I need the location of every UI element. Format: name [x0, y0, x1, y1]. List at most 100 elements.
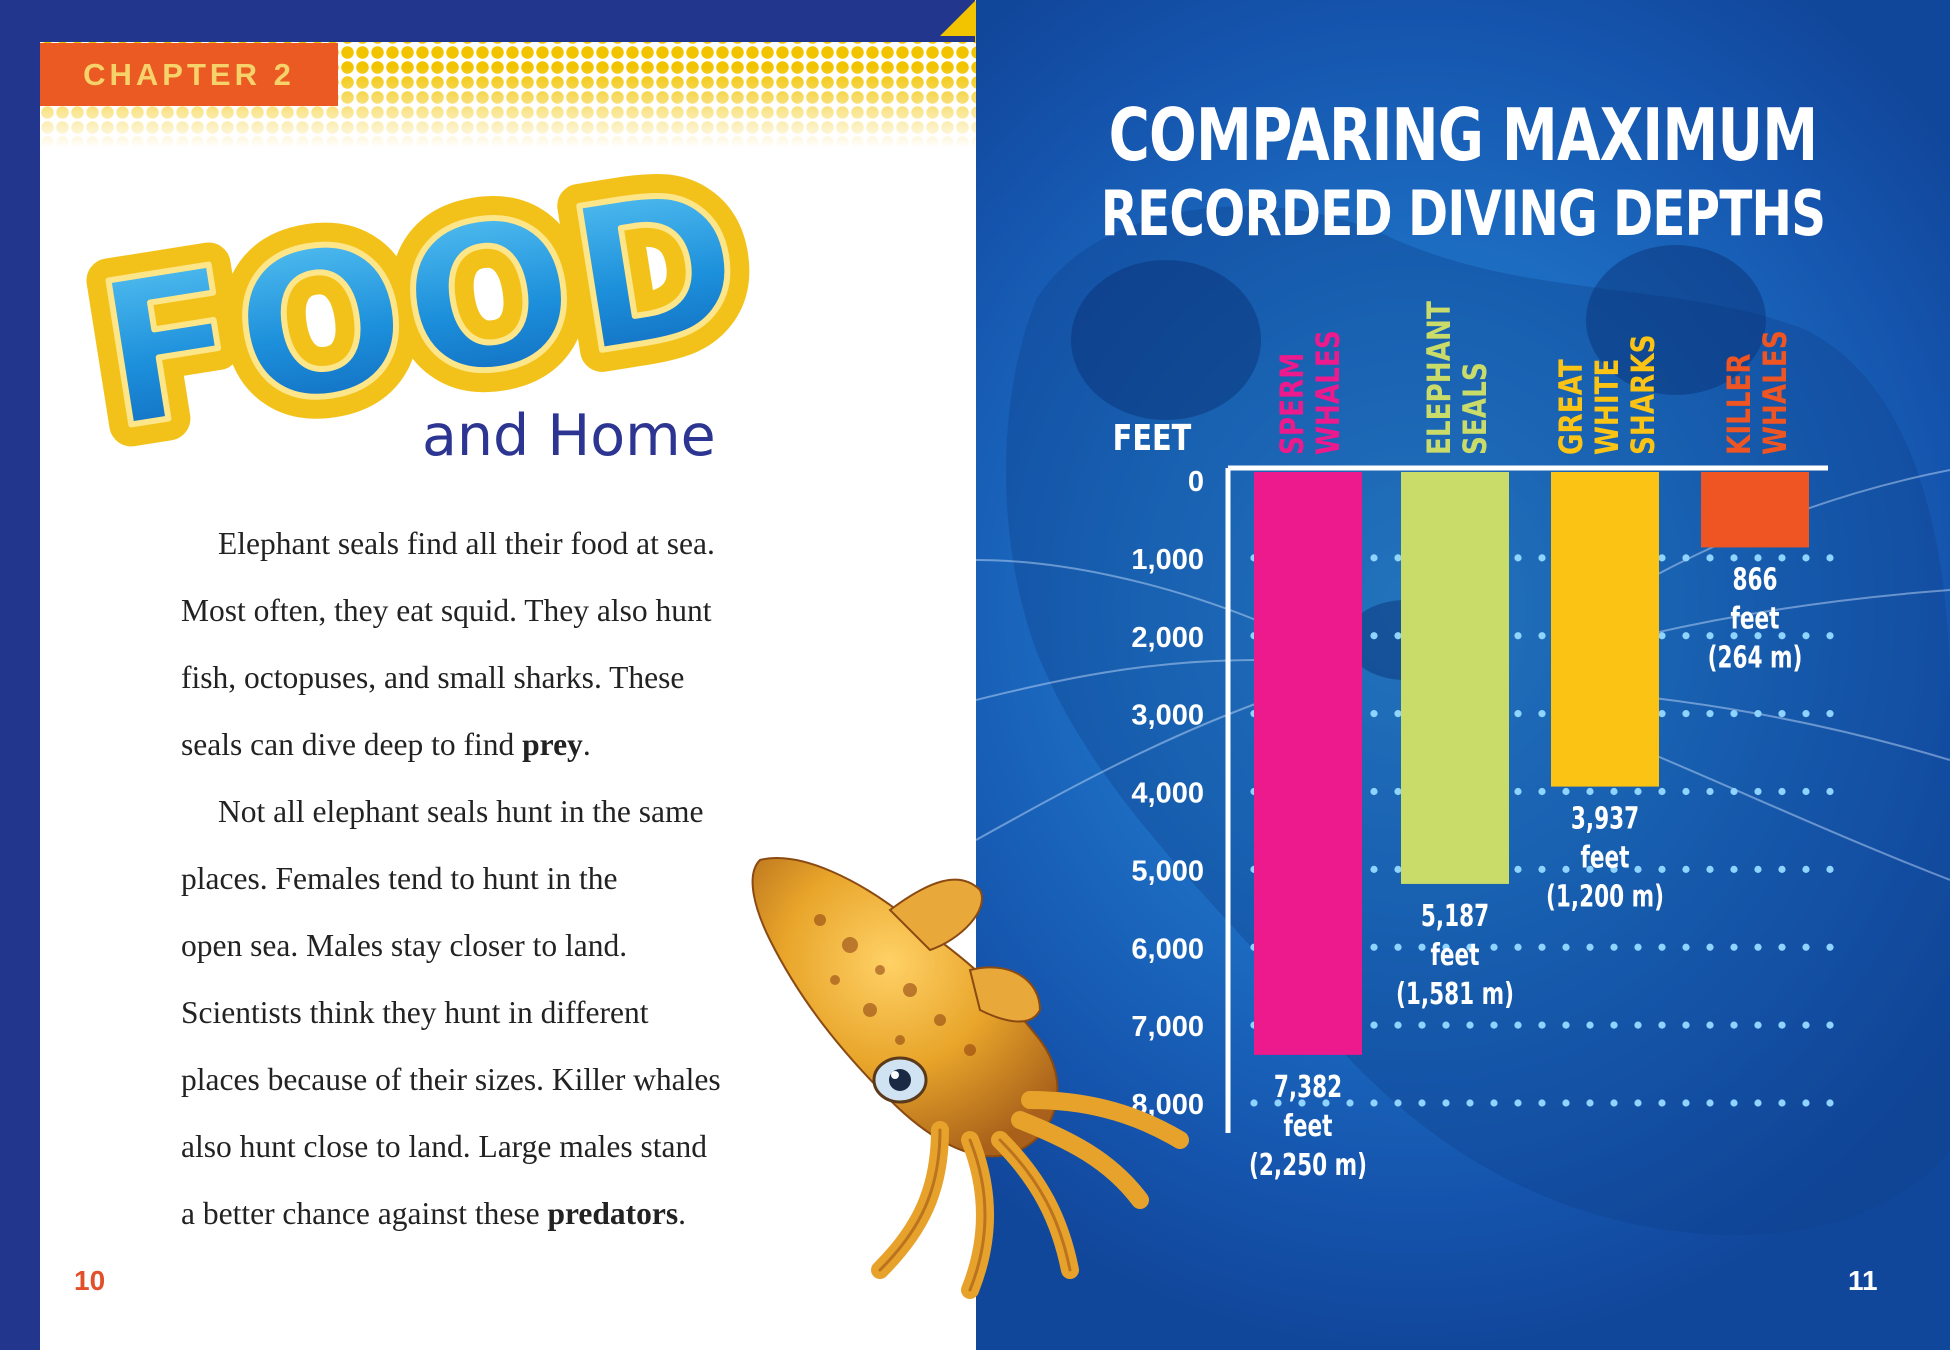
- value-label: 5,187: [1421, 900, 1489, 934]
- grid-dot: [1730, 787, 1738, 796]
- chart-title-line-1: COMPARING MAXIMUM: [1108, 93, 1819, 177]
- grid-dot: [1682, 554, 1690, 562]
- category-label: SHARKS: [1624, 334, 1661, 455]
- grid-dot: [1634, 1021, 1642, 1029]
- grid-dot: [1394, 787, 1402, 796]
- corner-accent: [940, 0, 976, 36]
- text-line: Not all elephant seals hunt in the same: [218, 794, 704, 829]
- grid-dot: [1274, 1099, 1282, 1107]
- y-tick-label: 6,000: [1131, 933, 1204, 965]
- grid-dot: [1562, 787, 1570, 796]
- grid-dot: [1490, 1099, 1498, 1107]
- page-number-left: 10: [74, 1265, 106, 1296]
- value-label: (2,250 m): [1249, 1148, 1367, 1182]
- category-label: WHALES: [1756, 330, 1793, 455]
- category-label: WHALES: [1309, 330, 1346, 455]
- text-line: also hunt close to land. Large males sta…: [181, 1129, 708, 1164]
- text-line: fish, octopuses, and small sharks. These: [181, 660, 685, 695]
- text-run: a better chance against these: [181, 1196, 548, 1231]
- grid-dot: [1706, 632, 1714, 640]
- grid-dot: [1394, 943, 1402, 951]
- grid-dot: [1394, 1021, 1402, 1029]
- grid-dot: [1730, 632, 1738, 640]
- grid-dot: [1706, 1099, 1714, 1107]
- grid-dot: [1610, 1099, 1618, 1107]
- grid-dot: [1514, 865, 1522, 873]
- grid-dot: [1730, 865, 1738, 873]
- grid-dot: [1562, 1021, 1570, 1029]
- grid-dot: [1442, 1021, 1450, 1029]
- value-label: 7,382: [1274, 1070, 1342, 1104]
- grid-dot: [1682, 943, 1690, 951]
- chart-title-line-2: RECORDED DIVING DEPTHS: [1100, 177, 1826, 250]
- squid-svg: [751, 857, 1189, 1299]
- value-label: 866: [1732, 563, 1777, 597]
- grid-dot: [1826, 632, 1834, 640]
- grid-dot: [1658, 943, 1666, 951]
- text-run: seals can dive deep to find: [181, 727, 523, 762]
- grid-dot: [1682, 787, 1690, 796]
- grid-dot: [1466, 1099, 1474, 1107]
- grid-dot: [1514, 943, 1522, 951]
- grid-dot: [1586, 787, 1594, 796]
- grid-dot: [1706, 710, 1714, 718]
- grid-dot: [1778, 787, 1786, 796]
- grid-dot: [1778, 1099, 1786, 1107]
- grid-dot: [1418, 1099, 1426, 1107]
- grid-dot: [1754, 710, 1762, 718]
- grid-dot: [1490, 1021, 1498, 1029]
- grid-dot: [1682, 1021, 1690, 1029]
- grid-dot: [1634, 865, 1642, 873]
- grid-dot: [1730, 710, 1738, 718]
- grid-dot: [1538, 1099, 1546, 1107]
- paragraph-2: Not all elephant seals hunt in the same …: [181, 778, 841, 1247]
- bar-0: [1254, 472, 1362, 1055]
- grid-dot: [1802, 865, 1810, 873]
- food-headline-svg: FOOD FOOD: [62, 122, 777, 497]
- grid-dot: [1538, 787, 1546, 796]
- grid-dot: [1466, 943, 1474, 951]
- text-line: a better chance against these predators.: [181, 1180, 841, 1247]
- grid-dot: [1466, 1021, 1474, 1029]
- grid-dot: [1514, 1021, 1522, 1029]
- grid-dot: [1346, 1099, 1354, 1107]
- text-line: seals can dive deep to find prey.: [181, 711, 841, 778]
- value-label: (1,200 m): [1546, 880, 1664, 914]
- grid-dot: [1778, 1021, 1786, 1029]
- grid-dot: [1610, 1021, 1618, 1029]
- grid-dot: [1778, 943, 1786, 951]
- y-tick-label: 0: [1188, 466, 1204, 498]
- grid-dot: [1442, 1099, 1450, 1107]
- value-label: (264 m): [1708, 641, 1803, 675]
- food-headline-art: FOOD FOOD: [62, 122, 777, 497]
- grid-dot: [1610, 787, 1618, 796]
- grid-dot: [1514, 710, 1522, 718]
- grid-dot: [1754, 943, 1762, 951]
- grid-dot: [1826, 943, 1834, 951]
- grid-dot: [1754, 632, 1762, 640]
- left-page: CHAPTER 2 FOOD FOOD and Home Elephant se…: [40, 0, 976, 1350]
- bar-2: [1551, 472, 1659, 787]
- white-page-panel: [40, 42, 976, 1350]
- grid-dot: [1370, 1021, 1378, 1029]
- value-label: feet: [1284, 1109, 1333, 1143]
- grid-dot: [1802, 632, 1810, 640]
- grid-dot: [1370, 787, 1378, 796]
- grid-dot: [1658, 865, 1666, 873]
- grid-dot: [1298, 1099, 1306, 1107]
- grid-dot: [1658, 1099, 1666, 1107]
- grid-dot: [1370, 865, 1378, 873]
- value-label: 3,937: [1571, 802, 1639, 836]
- grid-dot: [1610, 943, 1618, 951]
- grid-dot: [1394, 1099, 1402, 1107]
- grid-dot: [1562, 1099, 1570, 1107]
- category-label: WHITE: [1588, 359, 1625, 455]
- grid-dot: [1682, 1099, 1690, 1107]
- chart-bars: [1254, 472, 1809, 1055]
- grid-dot: [1394, 554, 1402, 562]
- grid-dot: [1370, 1099, 1378, 1107]
- grid-dot: [1418, 943, 1426, 951]
- category-label: GREAT: [1552, 359, 1589, 455]
- grid-dot: [1802, 1099, 1810, 1107]
